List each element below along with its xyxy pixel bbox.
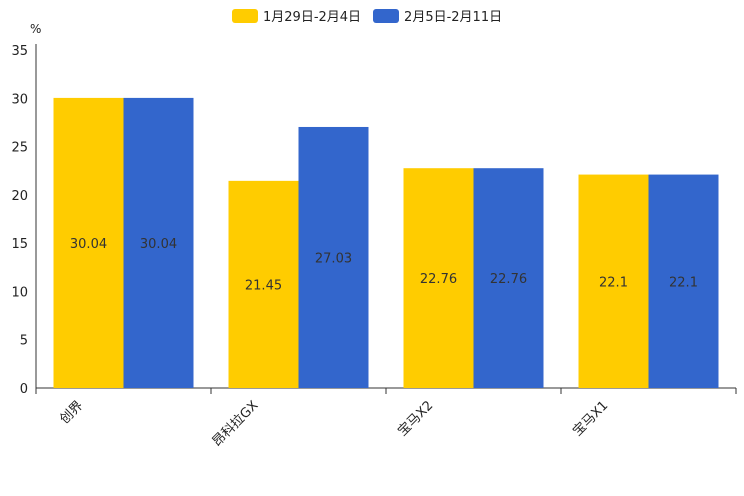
legend-swatch-series-2 [373, 8, 400, 23]
bar-series-1 [578, 174, 649, 388]
x-category-label: 昂科拉GX [210, 398, 262, 450]
y-tick-label: 30 [11, 92, 28, 107]
y-tick-label: 25 [11, 141, 28, 156]
y-tick-label: 35 [11, 44, 28, 59]
y-tick-label: 5 [20, 334, 28, 349]
bar-series-1 [228, 180, 299, 388]
y-tick-label: 10 [11, 285, 28, 300]
legend-item-series-1[interactable]: 1月29日-2月4日 [232, 6, 361, 25]
bar-series-2 [298, 126, 369, 388]
x-category-label: 宝马X1 [570, 398, 611, 439]
legend-label-series-2: 2月5日-2月11日 [404, 10, 503, 25]
data-label: 30.04 [140, 237, 177, 252]
data-label: 21.45 [245, 278, 282, 293]
legend-swatch-series-1 [232, 8, 258, 23]
legend-item-series-2[interactable]: 2月5日-2月11日 [373, 6, 502, 25]
data-label: 22.1 [599, 275, 628, 290]
y-axis-unit-label: % [30, 22, 42, 36]
legend: 1月29日-2月4日 2月5日-2月11日 [232, 6, 514, 25]
data-label: 22.76 [420, 272, 457, 287]
data-label: 22.76 [490, 272, 527, 287]
bar-series-1 [53, 97, 124, 389]
legend-label-series-1: 1月29日-2月4日 [263, 10, 362, 25]
bar-series-1 [403, 168, 474, 388]
bar-series-2 [473, 168, 544, 388]
bar-series-2 [123, 97, 194, 389]
y-tick-label: 0 [20, 382, 28, 397]
x-category-label: 宝马X2 [395, 398, 436, 439]
y-tick-label: 20 [11, 189, 28, 204]
bar-series-2 [648, 174, 719, 388]
x-category-label: 创界 [57, 398, 86, 427]
data-label: 22.1 [669, 275, 698, 290]
y-tick-label: 15 [11, 237, 28, 252]
data-label: 27.03 [315, 251, 352, 266]
data-label: 30.04 [70, 237, 107, 252]
